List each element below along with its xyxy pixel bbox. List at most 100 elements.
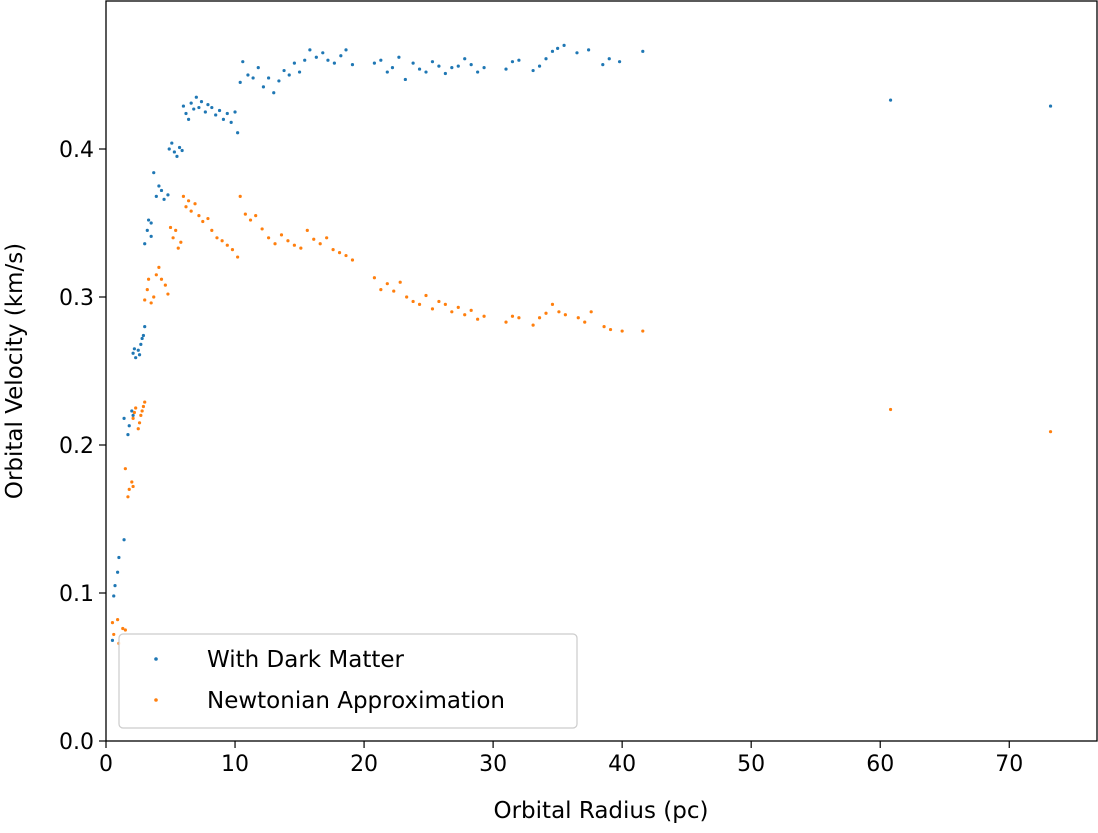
data-point <box>254 214 258 218</box>
data-point <box>583 320 587 324</box>
data-point <box>424 70 428 74</box>
data-point <box>266 236 271 240</box>
data-point <box>602 325 606 329</box>
data-point <box>162 197 166 201</box>
data-point <box>601 63 605 67</box>
data-point <box>210 228 214 232</box>
data-point <box>587 48 591 52</box>
data-point <box>131 416 135 420</box>
data-point <box>230 248 235 252</box>
y-tick-label: 0.2 <box>59 434 94 459</box>
data-point <box>450 310 454 314</box>
data-point <box>113 584 117 588</box>
data-point <box>225 111 229 116</box>
data-point <box>123 467 127 471</box>
data-point <box>411 61 415 65</box>
data-point <box>214 113 218 117</box>
plot-area <box>110 43 1053 645</box>
data-point <box>260 227 264 231</box>
data-point <box>215 236 219 240</box>
legend-label-dark-matter: With Dark Matter <box>207 647 405 673</box>
data-point <box>192 107 196 111</box>
data-point <box>122 538 126 542</box>
data-point <box>450 66 454 70</box>
data-point <box>303 58 307 62</box>
data-point <box>437 299 441 304</box>
data-point <box>131 413 135 417</box>
data-point <box>405 295 409 299</box>
data-point <box>279 233 284 237</box>
data-point <box>137 421 142 425</box>
data-point <box>308 48 312 52</box>
data-point <box>127 487 131 491</box>
data-point <box>385 282 389 286</box>
x-axis-ticks: 0 10 20 30 40 50 60 70 <box>99 741 1023 777</box>
data-point <box>197 105 201 110</box>
data-point <box>170 141 174 145</box>
data-point <box>221 117 226 121</box>
data-point <box>314 55 318 59</box>
data-point <box>246 73 250 77</box>
data-point <box>510 60 515 64</box>
data-point <box>325 236 329 240</box>
x-tick-label: 30 <box>479 752 507 777</box>
data-point <box>112 594 116 598</box>
data-point <box>326 58 330 62</box>
data-point <box>136 348 140 352</box>
data-point <box>463 57 467 61</box>
data-point <box>143 325 147 329</box>
data-point <box>159 188 164 193</box>
data-point <box>159 277 164 281</box>
data-point <box>146 218 151 222</box>
data-point <box>172 150 176 154</box>
data-point <box>350 258 355 262</box>
data-point <box>243 212 247 216</box>
data-point <box>186 117 191 121</box>
legend-marker-newtonian <box>154 698 158 702</box>
data-point <box>110 621 115 625</box>
data-point <box>179 240 183 244</box>
data-point <box>403 77 407 82</box>
data-point <box>206 103 210 107</box>
data-point <box>225 243 229 247</box>
series-newtonian-approximation <box>110 194 1053 645</box>
data-point <box>154 273 158 277</box>
data-point <box>620 329 624 333</box>
data-point <box>189 101 193 105</box>
data-point <box>537 316 542 320</box>
data-point <box>143 298 147 302</box>
x-tick-label: 60 <box>866 752 894 777</box>
data-point <box>130 409 134 413</box>
data-point <box>143 400 147 404</box>
data-point <box>575 51 579 55</box>
data-point <box>131 484 135 489</box>
data-point <box>241 60 245 64</box>
data-point <box>531 323 535 327</box>
data-point <box>168 225 173 230</box>
data-point <box>130 480 134 484</box>
data-point <box>145 288 149 292</box>
data-point <box>141 333 146 338</box>
x-tick-label: 20 <box>350 752 378 777</box>
data-point <box>203 110 207 114</box>
data-point <box>557 310 561 314</box>
data-point <box>331 248 335 252</box>
data-point <box>277 79 281 83</box>
data-point <box>149 221 153 225</box>
data-point <box>372 276 376 280</box>
data-point <box>617 60 622 64</box>
data-point <box>152 171 156 175</box>
data-point <box>476 70 480 74</box>
legend-marker-dark-matter <box>154 657 158 661</box>
data-point <box>126 495 130 499</box>
data-point <box>233 110 237 114</box>
data-point <box>390 66 395 70</box>
data-point <box>193 202 197 206</box>
data-point <box>641 329 645 333</box>
data-point <box>576 316 580 320</box>
data-point <box>437 64 441 68</box>
data-point <box>273 242 277 246</box>
data-point <box>157 184 161 188</box>
data-point <box>397 55 401 59</box>
y-tick-label: 0.1 <box>59 582 94 607</box>
